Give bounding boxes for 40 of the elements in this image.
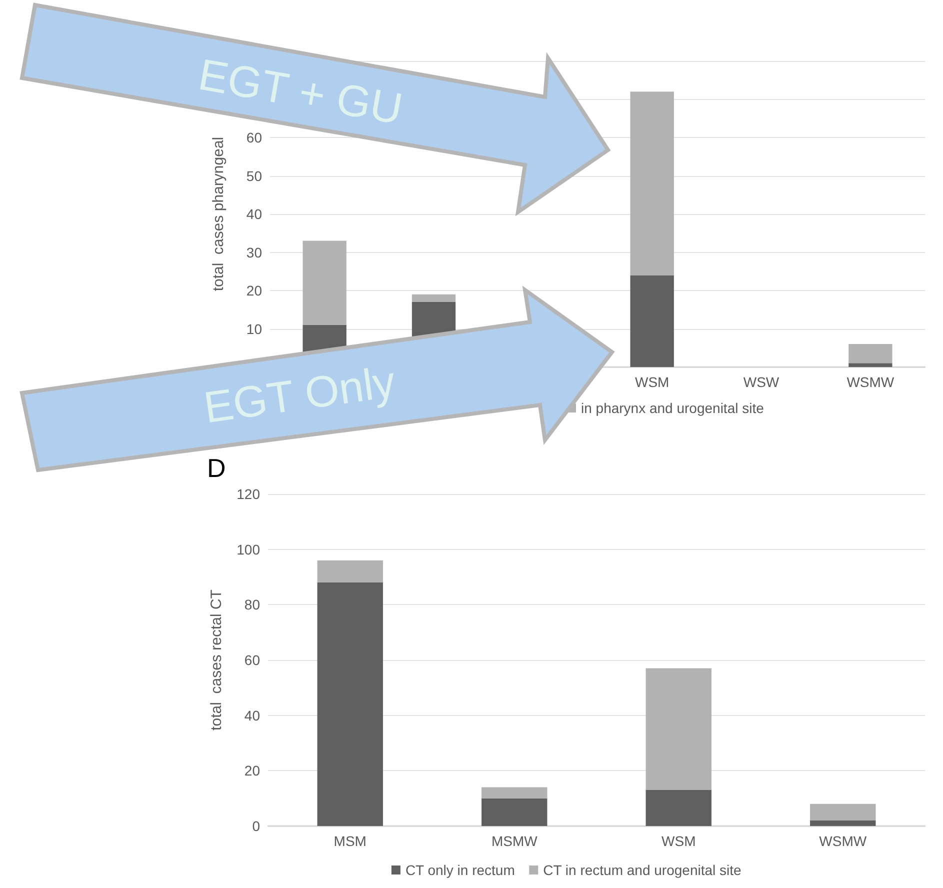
y-tick-label: 100: [236, 541, 260, 558]
legend-label: in pharynx and urogenital site: [581, 400, 764, 416]
bar: [810, 820, 876, 826]
bar: [646, 668, 712, 790]
bar: [810, 804, 876, 820]
bar: [412, 294, 456, 302]
chart-title: D: [207, 453, 226, 483]
x-tick-label: MSMW: [491, 833, 538, 849]
y-tick-label: 80: [244, 596, 260, 613]
y-tick-label: 40: [244, 707, 260, 724]
y-axis-title: total cases pharyngeal: [210, 136, 227, 292]
y-tick-label: 20: [246, 282, 262, 298]
bar: [646, 790, 712, 826]
y-tick-label: 50: [246, 168, 262, 184]
bar: [317, 582, 383, 826]
x-tick-label: WSM: [662, 833, 696, 849]
y-axis-title: total cases rectal CT: [208, 590, 225, 730]
bar: [302, 240, 346, 325]
x-tick-label: MSM: [334, 833, 366, 849]
y-tick-label: 40: [246, 206, 262, 222]
y-tick-label: 0: [252, 818, 260, 834]
x-tick-label: WSMW: [846, 374, 895, 390]
x-tick-label: WSW: [743, 374, 780, 390]
bar: [482, 787, 548, 798]
y-tick-label: 60: [246, 130, 262, 146]
bar: [848, 363, 892, 367]
y-tick-label: 120: [236, 486, 260, 502]
y-tick-label: 30: [246, 244, 262, 260]
bar: [848, 344, 892, 364]
bar: [630, 275, 674, 367]
bar: [482, 798, 548, 826]
bar: [630, 92, 674, 276]
x-tick-label: WSM: [634, 374, 670, 390]
y-tick-label: 60: [244, 652, 260, 668]
bar: [317, 560, 383, 583]
legend-label: CT only in rectum: [405, 862, 515, 878]
y-tick-label: 10: [246, 320, 262, 337]
x-tick-label: WSMW: [819, 833, 868, 849]
legend-label: CT in rectum and urogenital site: [543, 862, 742, 878]
y-tick-label: 20: [244, 762, 260, 779]
